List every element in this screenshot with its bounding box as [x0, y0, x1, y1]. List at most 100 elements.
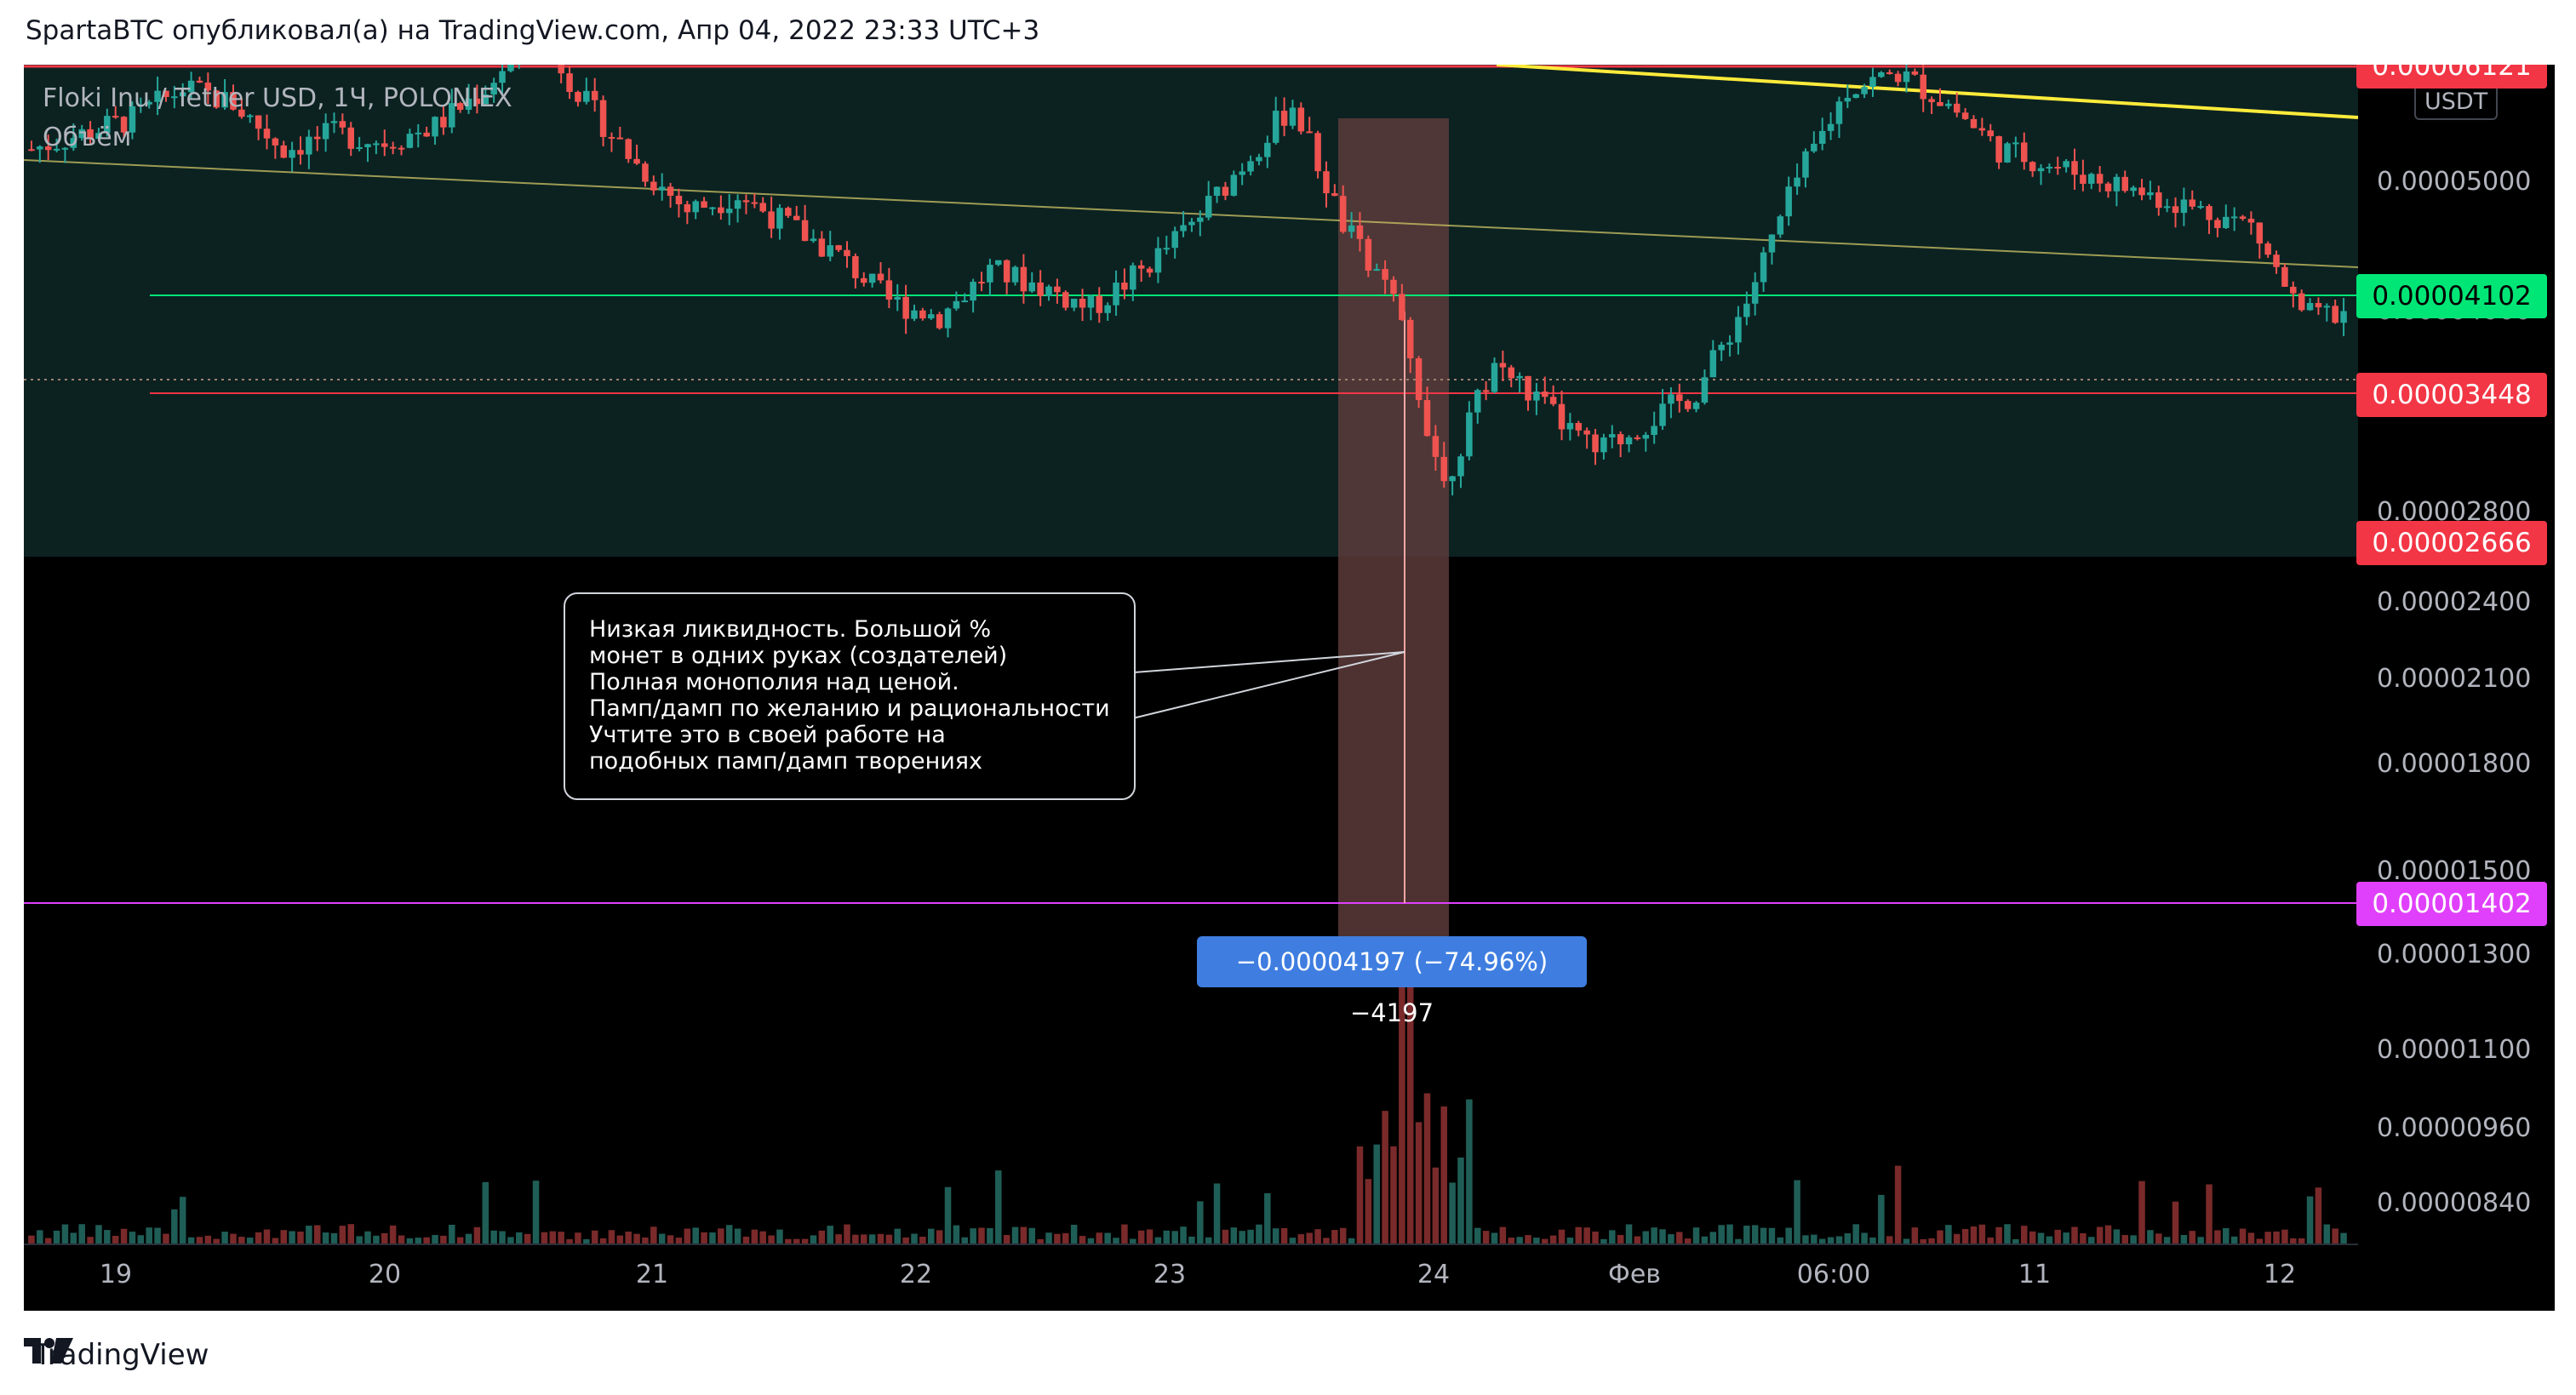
price-tag-top: 0.00006121	[2356, 65, 2547, 89]
volume-bar	[112, 1235, 119, 1244]
volume-bar	[2054, 1229, 2062, 1244]
annotation-line: монет в одних руках (создателей)	[589, 643, 1008, 669]
volume-bar	[1735, 1238, 1742, 1244]
candle-body	[2290, 286, 2297, 294]
candle-body	[742, 200, 750, 203]
time-tick: 06:00	[1796, 1260, 1871, 1289]
price-tick: 0.00002400	[2377, 587, 2532, 617]
volume-bar	[928, 1228, 935, 1244]
chart-area[interactable]: Floki Inu / Tether USD, 1Ч, POLONIEX Объ…	[24, 65, 2555, 1311]
candle-body	[1508, 367, 1515, 379]
volume-bar	[204, 1235, 212, 1244]
volume-bar	[1104, 1232, 1111, 1244]
candle-body	[1928, 99, 1935, 103]
volume-bar	[1634, 1236, 1641, 1244]
candle-body	[575, 91, 581, 102]
volume-bar	[1482, 1231, 1490, 1244]
volume-bar	[701, 1232, 707, 1244]
candle-body	[1020, 266, 1028, 292]
volume-bar	[373, 1235, 380, 1244]
candle-body	[1096, 295, 1103, 313]
volume-bar	[1583, 1227, 1590, 1244]
volume-bar	[684, 1228, 691, 1244]
volume-bar	[1045, 1232, 1052, 1244]
volume-bar	[1802, 1235, 1809, 1244]
annotation-callout[interactable]: Низкая ликвидность. Большой % монет в од…	[564, 592, 1136, 800]
volume-bar	[2306, 1196, 2314, 1244]
candle-body	[1995, 136, 2002, 163]
tradingview-logo-icon	[24, 1338, 73, 1364]
volume-bar	[1137, 1230, 1145, 1244]
volume-bar	[1499, 1226, 1507, 1244]
volume-bar	[549, 1231, 557, 1244]
volume-bar	[961, 1237, 969, 1244]
candle-body	[1684, 401, 1692, 409]
candle-body	[2012, 142, 2019, 145]
candle-body	[1609, 434, 1616, 437]
volume-bar	[78, 1224, 85, 1244]
volume-bar	[1516, 1237, 1523, 1244]
volume-bar	[675, 1238, 683, 1244]
candle-body	[902, 296, 909, 319]
candle-body	[406, 134, 414, 148]
volume-bar	[1558, 1229, 1566, 1244]
volume-bar	[1970, 1226, 1978, 1244]
candle-body	[776, 208, 783, 229]
candle-body	[1003, 260, 1010, 283]
candle-body	[701, 201, 707, 209]
volume-bar	[1684, 1238, 1692, 1244]
volume-bar	[2088, 1237, 2095, 1244]
volume-label: Объём	[43, 123, 132, 152]
candle-body	[1239, 171, 1245, 175]
candle-body	[1390, 279, 1397, 294]
candle-body	[1406, 319, 1414, 359]
volume-bar	[1154, 1237, 1162, 1244]
volume-bar	[37, 1230, 43, 1244]
candle-body	[1794, 177, 1800, 187]
volume-bar	[53, 1230, 60, 1244]
candle-body	[911, 310, 918, 319]
volume-bar	[919, 1236, 926, 1244]
volume-bar	[541, 1232, 548, 1244]
candle-body	[1852, 94, 1859, 98]
candle-body	[61, 147, 69, 150]
volume-bar	[1314, 1229, 1321, 1244]
currency-badge[interactable]: USDT	[2414, 83, 2499, 120]
volume-bar	[1331, 1230, 1338, 1244]
volume-bar	[1692, 1227, 1700, 1244]
volume-bar	[1978, 1224, 1986, 1244]
volume-bar	[583, 1238, 590, 1244]
volume-bar	[1011, 1226, 1019, 1244]
price-chart-svg[interactable]	[24, 65, 2555, 1311]
candle-body	[2004, 143, 2011, 163]
candle-body	[1861, 87, 1868, 94]
candle-body	[2155, 192, 2162, 209]
candle-body	[2323, 306, 2331, 308]
candle-body	[1642, 434, 1650, 439]
candle-body	[330, 121, 338, 123]
volume-bar	[844, 1224, 850, 1244]
volume-bar	[692, 1227, 699, 1244]
price-tick: 0.00001100	[2377, 1035, 2532, 1065]
candle-body	[2063, 161, 2069, 168]
volume-bar	[1306, 1232, 1313, 1244]
volume-bar	[398, 1235, 405, 1244]
time-tick: 19	[99, 1260, 133, 1289]
candle-body	[1491, 363, 1498, 392]
volume-bar	[1213, 1183, 1221, 1244]
candle-body	[709, 207, 716, 209]
volume-bar	[1777, 1237, 1784, 1244]
candle-body	[1777, 216, 1784, 235]
candle-body	[1869, 77, 1876, 88]
volume-bar	[2063, 1232, 2069, 1244]
volume-bar	[810, 1235, 817, 1244]
candle-body	[2029, 162, 2036, 172]
volume-bar	[1987, 1237, 1994, 1244]
candle-body	[1457, 456, 1464, 477]
volume-bar	[1760, 1227, 1767, 1244]
volume-bar	[1130, 1238, 1136, 1244]
volume-bar	[406, 1238, 414, 1244]
candle-body	[104, 116, 111, 134]
volume-bar	[507, 1237, 514, 1244]
tradingview-logo[interactable]: TradingView	[24, 1338, 209, 1372]
